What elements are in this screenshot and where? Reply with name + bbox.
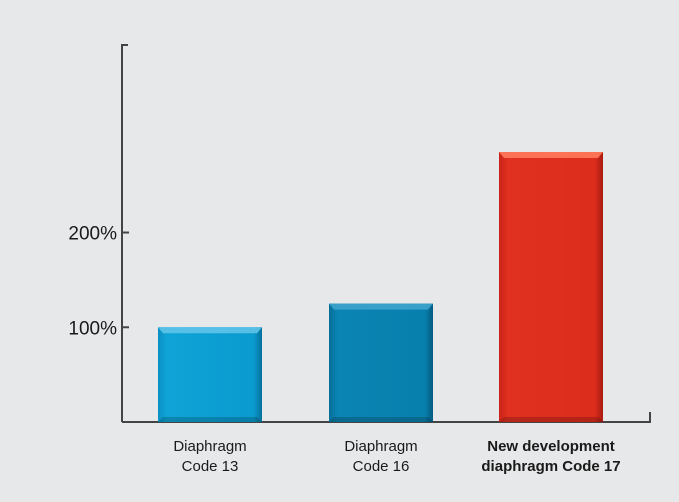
- category-label-2-line-2: Code 16: [353, 458, 410, 475]
- bar-1: [158, 327, 262, 422]
- bar-body-3: [499, 152, 603, 422]
- bars: [158, 152, 603, 422]
- bar-3: [499, 152, 603, 422]
- bar-2: [329, 303, 433, 422]
- bar-bevel-bottom-2: [329, 417, 433, 422]
- category-label-3-line-1: New development: [487, 438, 615, 455]
- category-label-3-line-2: diaphragm Code 17: [481, 458, 620, 475]
- category-label-1-line-1: Diaphragm: [173, 438, 246, 455]
- bar-bevel-top-1: [158, 327, 262, 334]
- labels: 100% 200% Diaphragm Code 13 Diaphragm Code 16…: [68, 224, 620, 475]
- y-tick-label-100: 100%: [68, 318, 117, 339]
- bar-bevel-top-3: [499, 152, 603, 158]
- y-tick-label-200: 200%: [68, 224, 117, 245]
- bar-body-1: [158, 327, 262, 422]
- bar-bevel-bottom-1: [158, 417, 262, 422]
- bar-bevel-bottom-3: [499, 417, 603, 422]
- category-label-1-line-2: Code 13: [182, 458, 239, 475]
- bar-body-2: [329, 303, 433, 422]
- category-label-2-line-1: Diaphragm: [344, 438, 417, 455]
- bar-bevel-top-2: [329, 303, 433, 310]
